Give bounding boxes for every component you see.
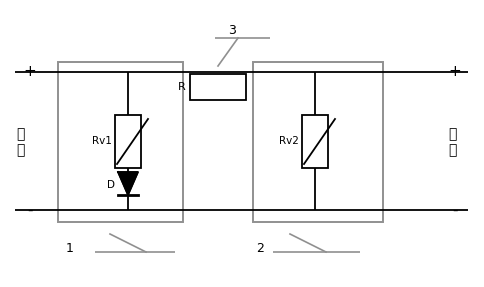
Bar: [253, 62, 382, 222]
Text: 2: 2: [256, 241, 263, 255]
Text: Rv2: Rv2: [279, 137, 298, 146]
Bar: [115, 115, 141, 168]
Text: -: -: [27, 203, 33, 218]
Text: D: D: [107, 180, 115, 190]
Bar: [190, 74, 245, 100]
Text: 1: 1: [66, 241, 74, 255]
Text: R: R: [178, 82, 186, 92]
Text: 3: 3: [227, 24, 235, 36]
Polygon shape: [118, 172, 138, 195]
Bar: [302, 115, 327, 168]
Text: +: +: [448, 65, 460, 79]
Text: +: +: [24, 65, 36, 79]
Bar: [58, 62, 182, 222]
Text: -: -: [451, 203, 457, 218]
Text: 输
入: 输 入: [16, 127, 24, 157]
Text: 输
出: 输 出: [447, 127, 455, 157]
Text: Rv1: Rv1: [92, 137, 112, 146]
